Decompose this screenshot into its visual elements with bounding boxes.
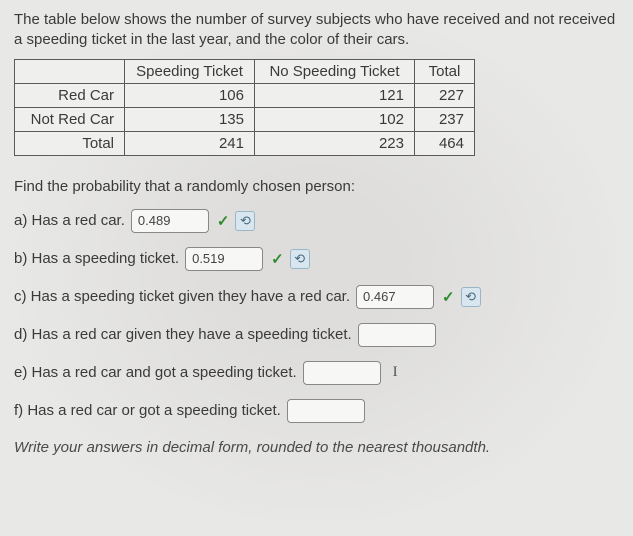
answer-f-input[interactable] xyxy=(287,399,365,423)
table-row: Red Car 106 121 227 xyxy=(15,83,475,107)
answer-b-input[interactable]: 0.519 xyxy=(185,247,263,271)
check-icon: ✓ xyxy=(442,288,455,306)
table-header-row: Speeding Ticket No Speeding Ticket Total xyxy=(15,59,475,83)
table-row: Total 241 223 464 xyxy=(15,131,475,155)
question-d-label: d) Has a red car given they have a speed… xyxy=(14,326,352,343)
answer-c-input[interactable]: 0.467 xyxy=(356,285,434,309)
intro-text: The table below shows the number of surv… xyxy=(14,10,619,51)
header-speeding: Speeding Ticket xyxy=(125,59,255,83)
text-cursor-icon: I xyxy=(393,364,398,381)
cell: 464 xyxy=(415,131,475,155)
check-icon: ✓ xyxy=(271,250,284,268)
question-a-label: a) Has a red car. xyxy=(14,212,125,229)
retry-button[interactable]: ⟲ xyxy=(235,211,255,231)
row-label: Red Car xyxy=(15,83,125,107)
answer-e-input[interactable] xyxy=(303,361,381,385)
header-blank xyxy=(15,59,125,83)
question-c: c) Has a speeding ticket given they have… xyxy=(14,285,619,309)
check-icon: ✓ xyxy=(217,212,230,230)
answer-d-input[interactable] xyxy=(358,323,436,347)
question-b-label: b) Has a speeding ticket. xyxy=(14,250,179,267)
header-no-speeding: No Speeding Ticket xyxy=(255,59,415,83)
question-a: a) Has a red car. 0.489 ✓ ⟲ xyxy=(14,209,619,233)
question-f: f) Has a red car or got a speeding ticke… xyxy=(14,399,619,423)
cell: 237 xyxy=(415,107,475,131)
retry-button[interactable]: ⟲ xyxy=(290,249,310,269)
retry-button[interactable]: ⟲ xyxy=(461,287,481,307)
question-f-label: f) Has a red car or got a speeding ticke… xyxy=(14,402,281,419)
row-label: Not Red Car xyxy=(15,107,125,131)
cell: 106 xyxy=(125,83,255,107)
cell: 241 xyxy=(125,131,255,155)
cell: 223 xyxy=(255,131,415,155)
prompt-text: Find the probability that a randomly cho… xyxy=(14,178,619,195)
question-d: d) Has a red car given they have a speed… xyxy=(14,323,619,347)
table-row: Not Red Car 135 102 237 xyxy=(15,107,475,131)
cell: 135 xyxy=(125,107,255,131)
question-e-label: e) Has a red car and got a speeding tick… xyxy=(14,364,297,381)
cell: 121 xyxy=(255,83,415,107)
cell: 227 xyxy=(415,83,475,107)
question-c-label: c) Has a speeding ticket given they have… xyxy=(14,288,350,305)
header-total: Total xyxy=(415,59,475,83)
question-b: b) Has a speeding ticket. 0.519 ✓ ⟲ xyxy=(14,247,619,271)
cell: 102 xyxy=(255,107,415,131)
row-label: Total xyxy=(15,131,125,155)
data-table: Speeding Ticket No Speeding Ticket Total… xyxy=(14,59,475,156)
footer-instruction: Write your answers in decimal form, roun… xyxy=(14,439,619,456)
question-e: e) Has a red car and got a speeding tick… xyxy=(14,361,619,385)
answer-a-input[interactable]: 0.489 xyxy=(131,209,209,233)
